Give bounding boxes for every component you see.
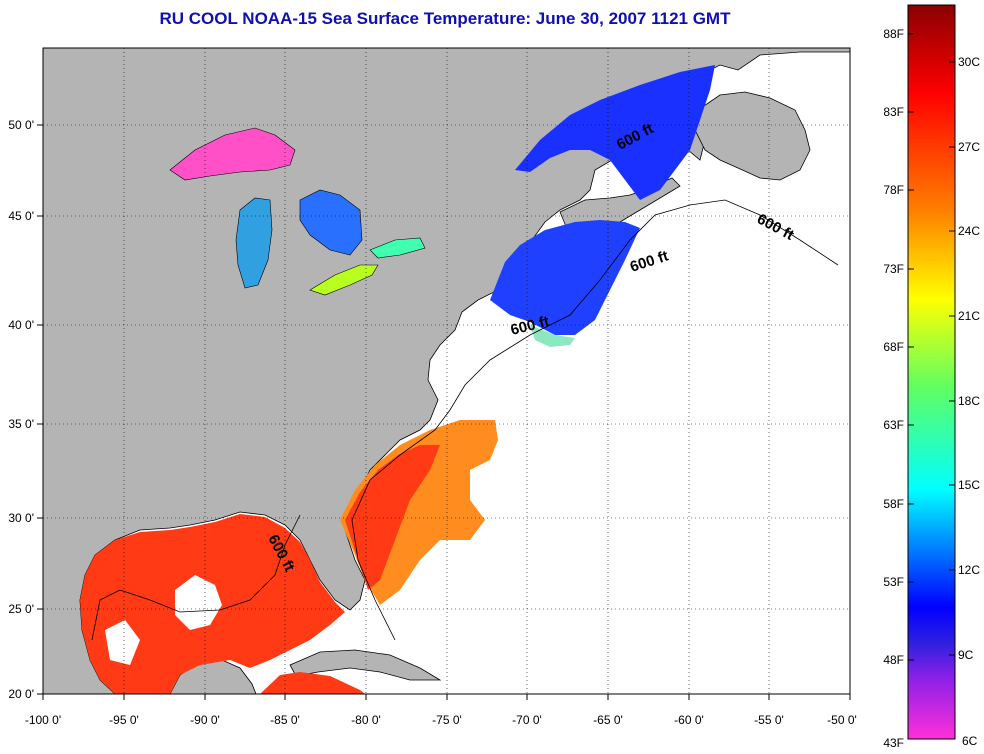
isobath-600ft-gulf <box>91 514 301 641</box>
colorbar-f-label: 53F <box>883 575 904 589</box>
colorbar-f-label: 63F <box>883 418 904 432</box>
lake-huron <box>299 189 363 256</box>
chart-title: RU COOL NOAA-15 Sea Surface Temperature:… <box>159 9 731 28</box>
lon-tick-label: -85 0' <box>270 713 300 727</box>
lake-michigan <box>235 197 273 289</box>
lat-tick-label: 30 0' <box>8 511 34 525</box>
colorbar-c-label: 21C <box>958 309 980 323</box>
lon-tick-label: -65 0' <box>593 713 623 727</box>
isobath-600ft-atlantic <box>351 199 839 641</box>
lon-tick-label: -100 0' <box>25 713 61 727</box>
colorbar-f-label: 83F <box>883 105 904 119</box>
lon-tick-label: -75 0' <box>432 713 462 727</box>
land-newfoundland <box>694 91 811 181</box>
colorbar-c-label: 30C <box>958 55 980 69</box>
sst-gulf-stream-core <box>345 445 440 590</box>
lat-tick-label: 50 0' <box>8 118 34 132</box>
colorbar-ticks <box>908 33 955 661</box>
colorbar-c-label: 9C <box>958 648 974 662</box>
sst-caribbean <box>260 672 365 694</box>
lat-tick-label: 45 0' <box>8 209 34 223</box>
sst-gulf-st-lawrence <box>515 65 715 200</box>
lon-tick-label: -90 0' <box>190 713 220 727</box>
lat-tick-label: 20 0' <box>8 687 34 701</box>
colorbar-c-label: 12C <box>958 563 980 577</box>
lake-ontario <box>369 237 426 259</box>
colorbar-f-label: 43F <box>883 736 904 750</box>
colorbar-c-label: 27C <box>958 140 980 154</box>
colorbar <box>907 4 956 740</box>
lon-tick-label: -60 0' <box>674 713 704 727</box>
sst-gulf-clouds <box>105 575 222 665</box>
colorbar-c-label: 15C <box>958 478 980 492</box>
lat-tick-label: 40 0' <box>8 318 34 332</box>
grid-lines <box>43 48 850 694</box>
colorbar-f-label: 58F <box>883 497 904 511</box>
lon-tick-label: -95 0' <box>109 713 139 727</box>
colorbar-f-label: 48F <box>883 653 904 667</box>
colorbar-f-label: 68F <box>883 340 904 354</box>
lat-tick-label: 35 0' <box>8 417 34 431</box>
lon-tick-label: -50 0' <box>827 713 857 727</box>
land-cuba <box>289 649 442 681</box>
colorbar-c-label: 18C <box>958 394 980 408</box>
colorbar-f-label: 88F <box>883 27 904 41</box>
lake-erie <box>309 264 379 296</box>
lon-tick-label: -80 0' <box>351 713 381 727</box>
axis-ticks <box>37 124 851 700</box>
sst-gulf-of-maine <box>490 220 640 335</box>
lat-tick-label: 25 0' <box>8 602 34 616</box>
sst-gulf-of-maine-shelf <box>530 325 575 347</box>
lon-tick-label: -55 0' <box>754 713 784 727</box>
colorbar-c-label: 24C <box>958 224 980 238</box>
lon-tick-label: -70 0' <box>512 713 542 727</box>
colorbar-c-label: 6C <box>962 734 978 748</box>
lake-superior <box>169 127 296 181</box>
colorbar-f-label: 78F <box>883 183 904 197</box>
colorbar-f-label: 73F <box>883 262 904 276</box>
